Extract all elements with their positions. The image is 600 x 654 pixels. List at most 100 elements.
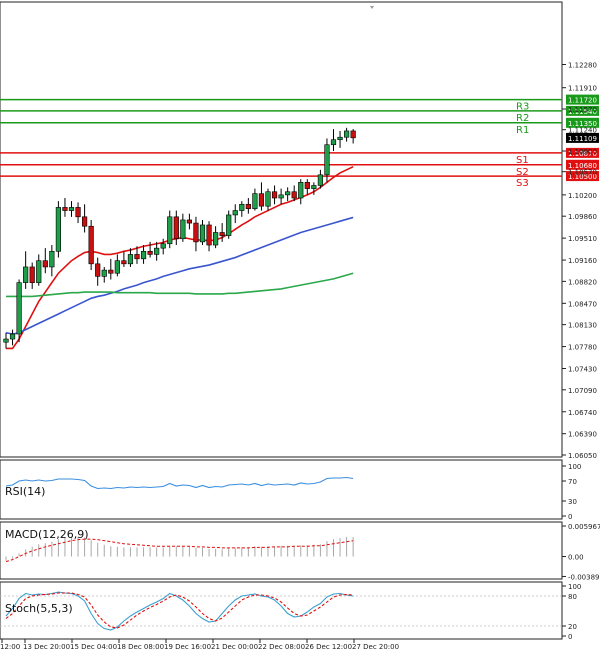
candle-body	[311, 185, 317, 189]
candle-body	[304, 182, 310, 189]
rsi-title: RSI(14)	[5, 485, 45, 498]
macd-tick-label: 0.00	[568, 554, 584, 562]
level-price-tag	[566, 105, 599, 116]
candle-body	[219, 232, 225, 236]
candle-body	[95, 263, 101, 277]
candle-body	[49, 250, 55, 268]
price-tick-label: 1.11240	[568, 127, 597, 135]
candle-body	[154, 247, 160, 255]
level-name-r1: R1	[516, 125, 529, 136]
price-tick-label: 1.06050	[568, 452, 597, 460]
price-tick-label: 1.09510	[568, 235, 597, 243]
moving-average-line-2	[5, 216, 354, 335]
level-price-label: 1.10870	[568, 150, 597, 158]
price-tick-label: 1.06390	[568, 431, 597, 439]
candle-body	[36, 260, 42, 283]
price-tick-label: 1.10570	[568, 169, 597, 177]
stoch-tick-label: 0	[568, 633, 572, 641]
rsi-tick-label: 70	[568, 478, 577, 486]
candle-body	[337, 136, 343, 141]
candle-body	[226, 214, 232, 236]
macd-panel	[0, 521, 563, 580]
candle-body	[258, 193, 265, 207]
last-price-label: 1.11109	[568, 135, 597, 143]
level-name-r3: R3	[516, 102, 529, 113]
rsi-panel	[0, 459, 563, 520]
x-tick-label: 26 Dec 12:00	[305, 643, 352, 651]
candle-body	[239, 203, 245, 211]
level-name-s3: S3	[516, 178, 529, 189]
candle-body	[82, 216, 88, 227]
candle-body	[121, 260, 127, 265]
candle-body	[173, 216, 179, 240]
candle-body	[317, 174, 324, 186]
shift-marker-icon	[370, 6, 374, 9]
price-tick-label: 1.06740	[568, 409, 597, 417]
candle-body	[9, 333, 16, 340]
rsi-tick-label: 0	[568, 513, 572, 521]
stoch-tick-label: 80	[568, 593, 577, 601]
price-tick-label: 1.09160	[568, 257, 597, 265]
x-tick-label: 19 Dec 16:00	[164, 643, 211, 651]
x-tick-label: 12:00	[0, 643, 20, 651]
price-tick-label: 1.11910	[568, 85, 597, 93]
moving-average-line-1	[6, 165, 354, 350]
price-tick-label: 1.07780	[568, 344, 597, 352]
moving-average-line-3	[6, 272, 354, 298]
price-tick-label: 1.10900	[568, 148, 597, 156]
price-panel	[0, 1, 563, 458]
candle-body	[108, 269, 114, 274]
candle-body	[278, 194, 284, 199]
candle-body	[55, 207, 61, 252]
level-price-label: 1.10500	[568, 173, 597, 181]
level-name-r2: R2	[516, 113, 529, 124]
macd-tick-label: 0.005967	[568, 523, 600, 531]
candle-body	[88, 225, 94, 265]
macd-tick-label: -0.003896	[568, 573, 600, 581]
price-tick-label: 1.07430	[568, 366, 597, 374]
level-price-tag	[566, 117, 599, 128]
candle-body	[330, 139, 337, 146]
price-tick-label: 1.10200	[568, 192, 597, 200]
price-tick-label: 1.08130	[568, 322, 597, 330]
level-price-label: 1.10680	[568, 162, 597, 170]
level-price-label: 1.11540	[568, 108, 597, 116]
level-price-tag	[566, 94, 599, 105]
candle-body	[343, 130, 350, 138]
candle-body	[62, 207, 68, 211]
candle-body	[291, 191, 297, 199]
candle-body	[16, 282, 22, 335]
candle-body	[147, 250, 153, 255]
x-tick-label: 22 Dec 08:00	[258, 643, 305, 651]
candle-body	[114, 260, 120, 274]
candle-body	[271, 191, 278, 199]
x-tick-label: 13 Dec 20:00	[23, 643, 70, 651]
rsi-tick-label: 100	[568, 463, 581, 471]
candle-body	[193, 222, 199, 243]
level-price-tag	[566, 171, 599, 182]
rsi-tick-label: 30	[568, 498, 577, 506]
candle-body	[29, 266, 35, 283]
candle-body	[298, 182, 304, 199]
level-price-tag	[566, 147, 599, 158]
stoch-tick-label: 100	[568, 583, 581, 591]
x-tick-label: 18 Dec 08:00	[117, 643, 164, 651]
candle-body	[350, 130, 356, 139]
candle-body	[285, 191, 291, 196]
x-tick-label: 15 Dec 04:00	[70, 643, 117, 651]
level-price-tag	[566, 159, 599, 170]
level-price-label: 1.11720	[568, 97, 597, 105]
stoch-title: Stoch(5,5,3)	[5, 602, 73, 615]
stoch-d-line	[5, 592, 354, 629]
x-tick-label: 21 Dec 00:00	[211, 643, 258, 651]
candle-body	[199, 224, 206, 243]
price-tick-label: 1.11570	[568, 106, 597, 114]
candle-body	[68, 207, 75, 211]
candle-body	[265, 191, 271, 207]
candle-body	[140, 250, 147, 260]
candle-body	[324, 144, 330, 176]
candle-body	[134, 254, 140, 260]
price-tick-label: 1.09860	[568, 213, 597, 221]
